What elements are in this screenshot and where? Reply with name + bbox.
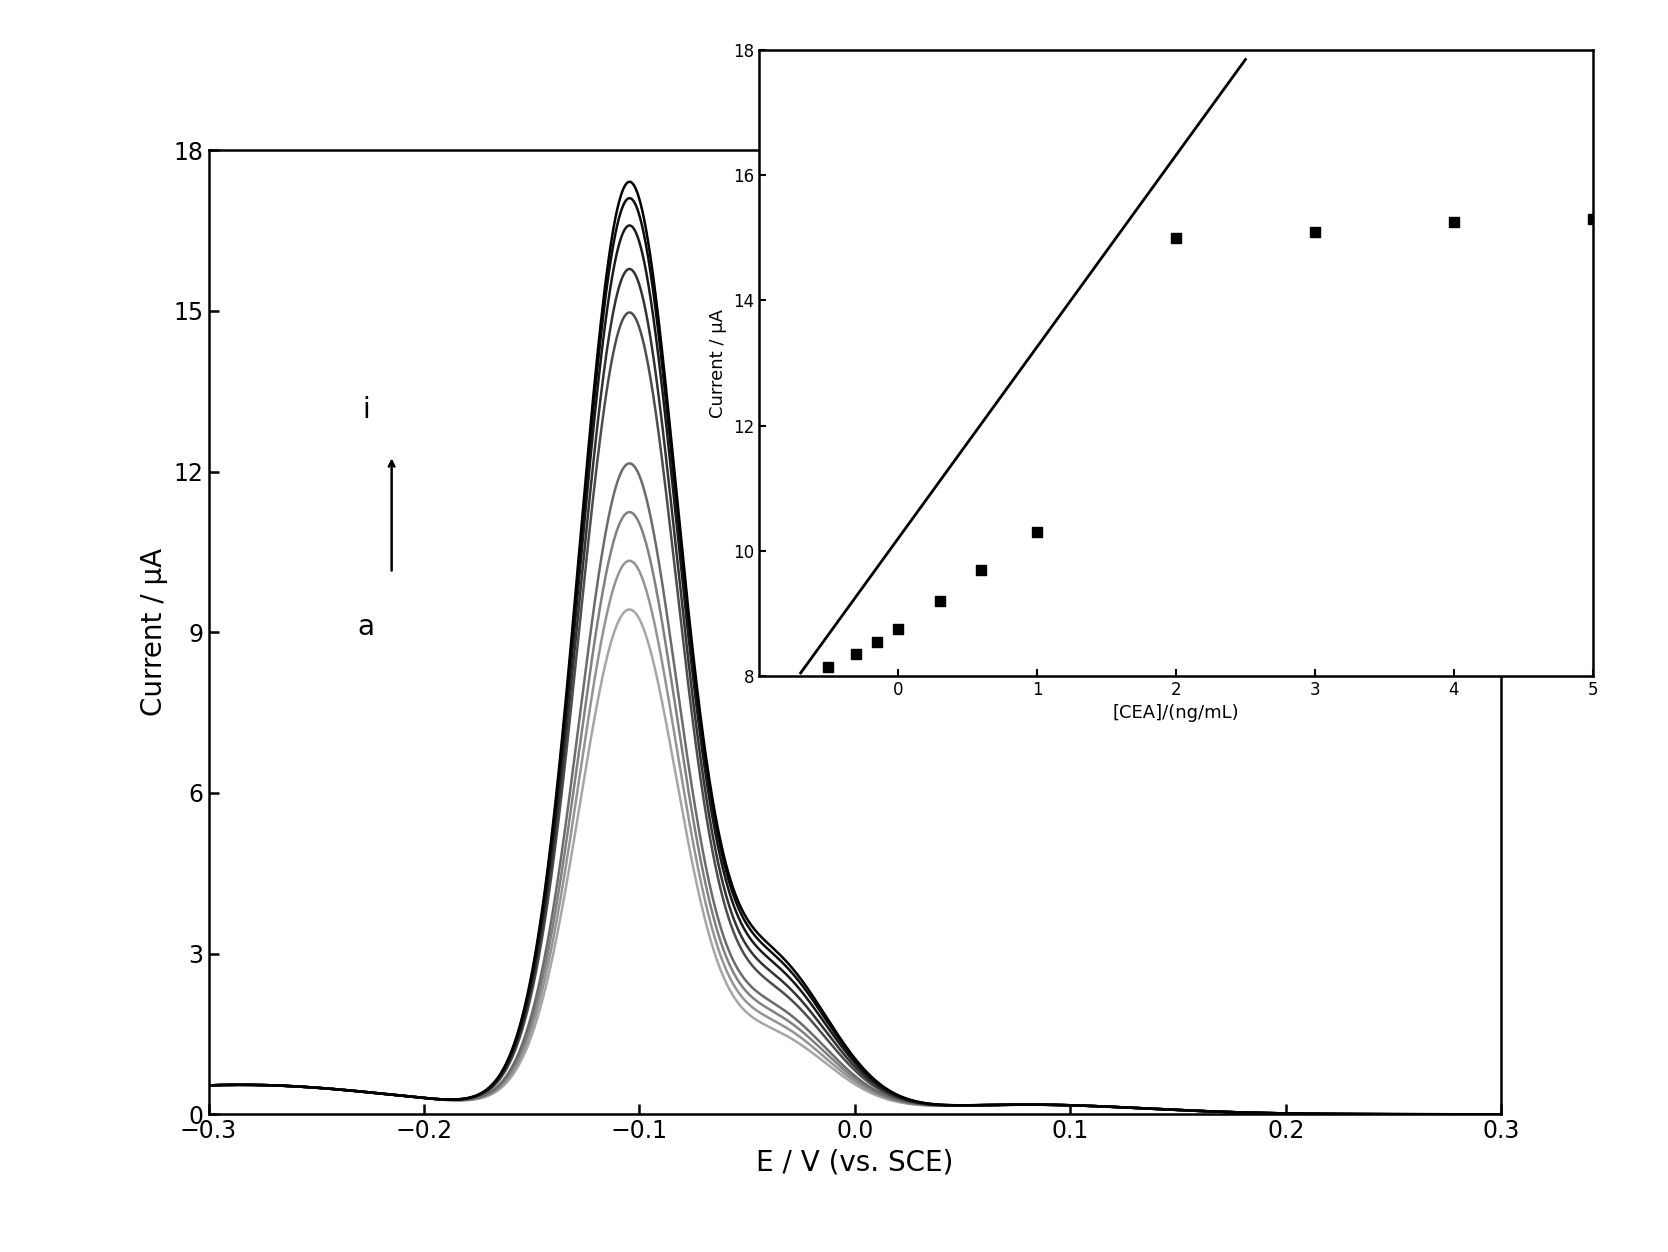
Point	[816, 656, 842, 676]
Point	[1580, 209, 1606, 229]
Point	[1024, 522, 1051, 542]
Point	[1441, 213, 1468, 233]
Point	[884, 620, 911, 639]
Point	[1163, 228, 1189, 248]
Point	[1301, 222, 1328, 242]
Point	[842, 644, 869, 664]
Point	[926, 591, 952, 611]
Text: a: a	[357, 613, 374, 641]
X-axis label: [CEA]/(ng/mL): [CEA]/(ng/mL)	[1113, 705, 1239, 722]
Point	[864, 631, 891, 651]
Y-axis label: Current / μA: Current / μA	[709, 308, 727, 418]
Y-axis label: Current / μA: Current / μA	[140, 548, 168, 716]
Text: i: i	[362, 396, 370, 424]
Point	[967, 560, 994, 580]
X-axis label: E / V (vs. SCE): E / V (vs. SCE)	[756, 1148, 954, 1177]
